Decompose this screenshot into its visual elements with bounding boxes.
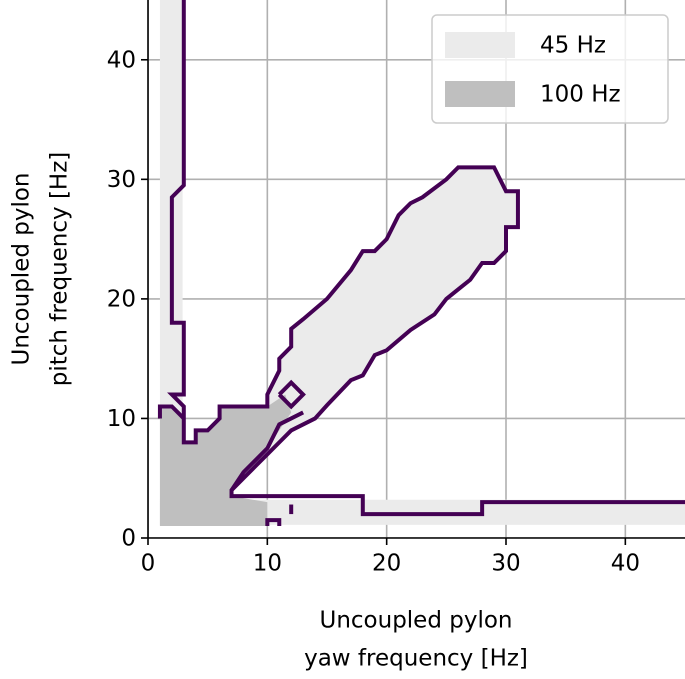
x-tick-label: 0 (141, 551, 156, 577)
legend: 45 Hz 100 Hz (432, 15, 668, 123)
legend-label: 45 Hz (540, 33, 606, 59)
x-tick-label: 40 (611, 551, 640, 577)
y-tick-label: 10 (107, 406, 136, 432)
x-tick-label: 30 (491, 551, 520, 577)
y-tick-label: 20 (107, 286, 136, 312)
x-tick-label: 20 (372, 551, 401, 577)
x-axis-label: Uncoupled pylon (319, 608, 512, 634)
legend-swatch (445, 32, 515, 58)
x-tick-label: 10 (253, 551, 282, 577)
legend-swatch (445, 81, 515, 107)
x-axis-label: yaw frequency [Hz] (304, 646, 528, 672)
legend-label: 100 Hz (540, 82, 621, 108)
y-axis-label: pitch frequency [Hz] (47, 152, 73, 387)
y-axis-label: Uncoupled pylon (9, 172, 35, 365)
y-tick-label: 40 (107, 47, 136, 73)
y-tick-label: 30 (107, 167, 136, 193)
y-tick-label: 0 (121, 526, 136, 552)
contour-region (232, 167, 518, 490)
